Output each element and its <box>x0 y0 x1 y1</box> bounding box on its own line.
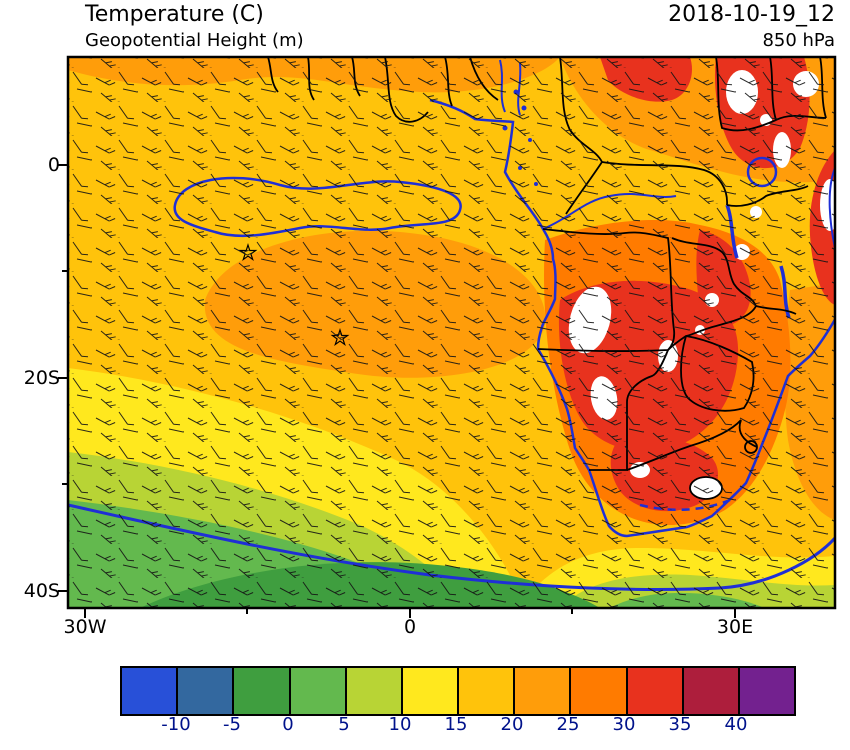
axis-ticks <box>58 164 736 618</box>
colorbar-cell <box>402 668 460 714</box>
valid-datetime: 2018-10-19_12 <box>668 2 835 27</box>
colorbar-label: 10 <box>388 714 412 735</box>
lat-label-20s: 20S <box>23 367 60 389</box>
colorbar-cell <box>290 668 347 714</box>
lat-label-40s: 40S <box>23 580 60 602</box>
colorbar-cell <box>571 668 628 714</box>
colorbar-label: 5 <box>338 714 350 735</box>
lat-label-0: 0 <box>47 154 60 176</box>
colorbar-cell <box>178 668 235 714</box>
colorbar-label: 40 <box>724 714 748 735</box>
colorbar-label: -10 <box>161 714 191 735</box>
pressure-level: 850 hPa <box>762 30 835 51</box>
colorbar-cell <box>739 668 795 714</box>
colorbar-cell <box>627 668 684 714</box>
weather-map <box>58 55 837 618</box>
map-area <box>58 55 837 618</box>
colorbar-label: 25 <box>556 714 580 735</box>
colorbar-label: 20 <box>500 714 524 735</box>
page-title: Temperature (C) <box>85 2 264 27</box>
wind-barbs-layer <box>68 57 835 608</box>
lon-label-30e: 30E <box>716 616 754 638</box>
colorbar-cell <box>683 668 740 714</box>
page-subtitle: Geopotential Height (m) <box>85 30 304 51</box>
colorbar-cell <box>234 668 291 714</box>
colorbar-label: -5 <box>223 714 241 735</box>
colorbar-cell <box>346 668 403 714</box>
colorbar-cell <box>459 668 516 714</box>
colorbar-label: 30 <box>612 714 636 735</box>
lon-label-30w: 30W <box>63 616 107 638</box>
colorbar-labels: -10 -5 0 5 10 15 20 25 30 35 40 <box>0 714 850 740</box>
colorbar-cell <box>515 668 572 714</box>
lon-label-0: 0 <box>403 616 417 638</box>
colorbar-label: 15 <box>444 714 468 735</box>
colorbar-label: 35 <box>668 714 692 735</box>
colorbar <box>120 666 796 716</box>
colorbar-cell <box>122 668 179 714</box>
map-frame <box>66 55 837 610</box>
colorbar-label: 0 <box>282 714 294 735</box>
